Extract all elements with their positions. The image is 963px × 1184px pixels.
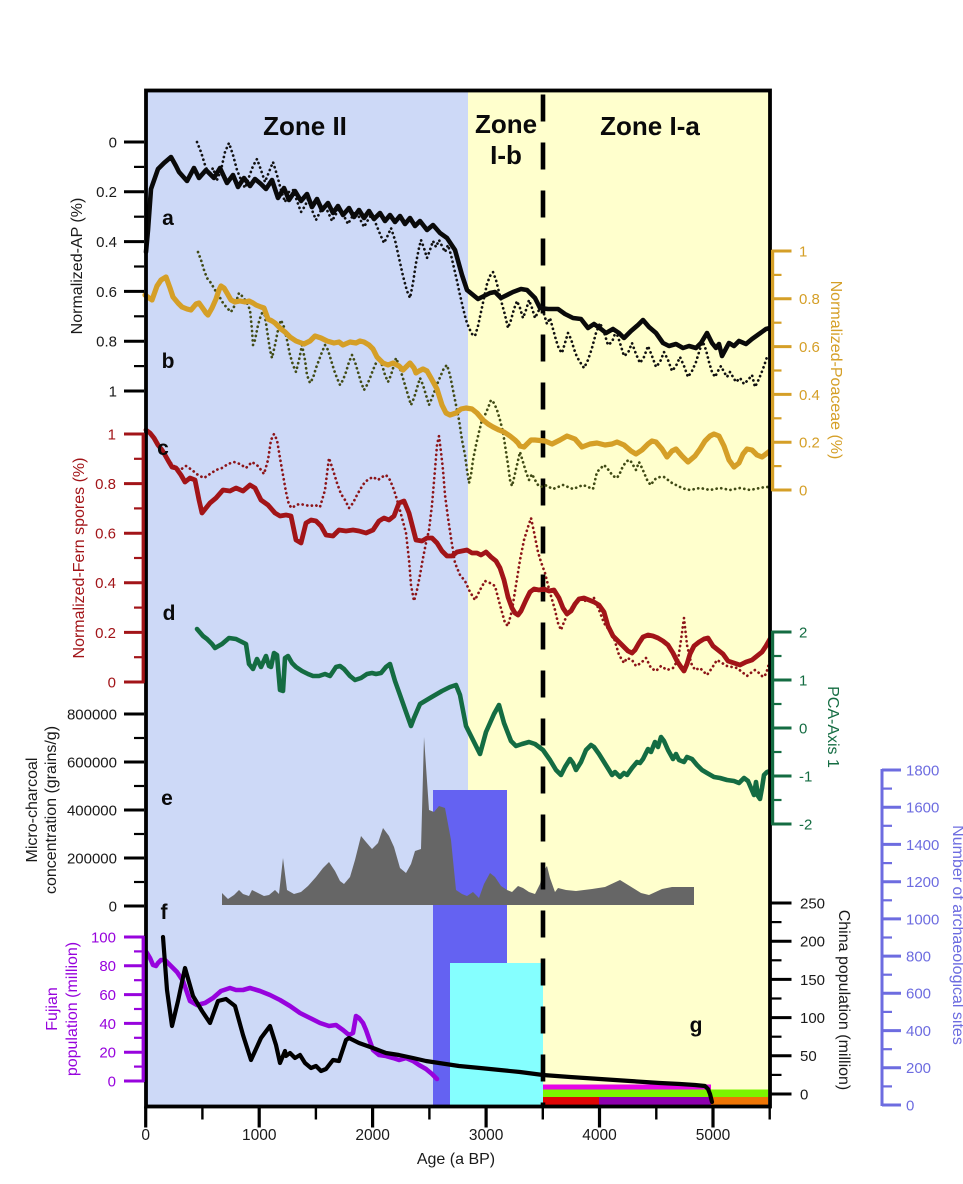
svg-text:PCA-Axis 1: PCA-Axis 1 (824, 686, 841, 768)
svg-text:2: 2 (799, 624, 807, 641)
svg-text:200000: 200000 (67, 850, 117, 867)
svg-text:0.6: 0.6 (799, 339, 820, 356)
svg-text:100: 100 (91, 929, 116, 946)
svg-text:200: 200 (906, 1060, 931, 1077)
svg-text:600000: 600000 (67, 754, 117, 771)
svg-text:Age (a BP): Age (a BP) (417, 1151, 495, 1168)
svg-text:0.8: 0.8 (95, 476, 116, 493)
svg-text:a: a (162, 207, 174, 230)
svg-text:concentration (grains/g): concentration (grains/g) (43, 726, 60, 894)
svg-text:-1: -1 (799, 768, 812, 785)
svg-text:50: 50 (800, 1048, 817, 1065)
svg-text:1: 1 (799, 672, 807, 689)
svg-text:Normalized-Fern spores (%): Normalized-Fern spores (%) (71, 458, 88, 659)
svg-text:5000: 5000 (696, 1127, 731, 1144)
svg-text:200: 200 (800, 934, 825, 951)
svg-text:Number of archaeological sites: Number of archaeological sites (949, 825, 963, 1045)
svg-text:Zone I-a: Zone I-a (600, 111, 700, 141)
svg-text:1: 1 (799, 243, 807, 260)
svg-text:60: 60 (99, 987, 116, 1004)
svg-text:d: d (163, 602, 176, 625)
svg-text:1200: 1200 (906, 874, 939, 891)
svg-text:800: 800 (906, 949, 931, 966)
svg-text:0.6: 0.6 (96, 284, 117, 301)
svg-text:0: 0 (799, 482, 807, 499)
svg-text:0.2: 0.2 (799, 435, 820, 452)
svg-text:0: 0 (141, 1127, 150, 1144)
svg-text:100: 100 (800, 1010, 825, 1027)
svg-text:-2: -2 (799, 816, 812, 833)
svg-text:1: 1 (109, 383, 117, 400)
svg-text:0.2: 0.2 (95, 625, 116, 642)
svg-text:400000: 400000 (67, 802, 117, 819)
svg-text:b: b (162, 350, 175, 373)
svg-text:China population (million): China population (million) (835, 910, 852, 1091)
svg-text:Zone II: Zone II (263, 111, 347, 141)
svg-text:0.8: 0.8 (96, 334, 117, 351)
svg-text:400: 400 (906, 1023, 931, 1040)
svg-text:Micro-charcoal: Micro-charcoal (24, 758, 41, 863)
svg-text:g: g (690, 1014, 703, 1037)
svg-text:Fujian: Fujian (44, 987, 61, 1031)
svg-text:0: 0 (799, 720, 807, 737)
svg-text:0.4: 0.4 (799, 387, 820, 404)
svg-text:Normalized-AP (%): Normalized-AP (%) (69, 198, 86, 335)
svg-text:250: 250 (800, 895, 825, 912)
svg-text:0.4: 0.4 (95, 575, 116, 592)
svg-text:0: 0 (109, 134, 117, 151)
svg-text:0: 0 (109, 898, 117, 915)
svg-text:0: 0 (800, 1086, 808, 1103)
svg-text:150: 150 (800, 972, 825, 989)
svg-text:80: 80 (99, 958, 116, 975)
svg-text:1600: 1600 (906, 800, 939, 817)
svg-text:I-b: I-b (490, 140, 522, 170)
svg-text:0.4: 0.4 (96, 234, 117, 251)
svg-text:0.2: 0.2 (96, 184, 117, 201)
svg-text:e: e (161, 787, 173, 810)
svg-text:2000: 2000 (355, 1127, 390, 1144)
svg-text:3000: 3000 (469, 1127, 504, 1144)
svg-text:1800: 1800 (906, 762, 939, 779)
svg-text:f: f (161, 901, 169, 924)
svg-text:0.6: 0.6 (95, 526, 116, 543)
svg-text:600: 600 (906, 986, 931, 1003)
svg-text:1: 1 (108, 426, 116, 443)
svg-text:20: 20 (99, 1045, 116, 1062)
svg-text:1000: 1000 (906, 911, 939, 928)
svg-text:c: c (157, 437, 169, 460)
svg-text:800000: 800000 (67, 706, 117, 723)
svg-text:40: 40 (99, 1016, 116, 1033)
svg-text:1400: 1400 (906, 837, 939, 854)
svg-text:0: 0 (108, 1073, 116, 1090)
svg-text:population (million): population (million) (64, 942, 81, 1076)
svg-text:1000: 1000 (242, 1127, 277, 1144)
svg-text:4000: 4000 (582, 1127, 617, 1144)
svg-text:0.8: 0.8 (799, 291, 820, 308)
svg-text:Normalized-Poaceae (%): Normalized-Poaceae (%) (827, 281, 844, 460)
svg-text:Zone: Zone (475, 109, 537, 139)
svg-text:0: 0 (108, 674, 116, 691)
svg-text:0: 0 (906, 1097, 914, 1114)
